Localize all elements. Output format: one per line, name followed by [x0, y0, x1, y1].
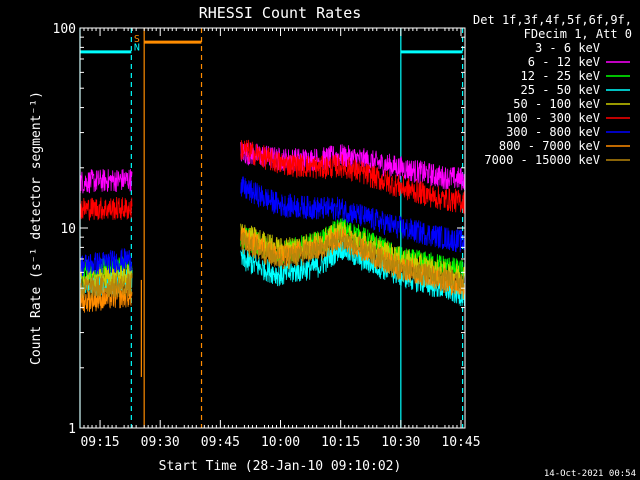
legend-label-1: 6 - 12 keV	[528, 55, 600, 69]
x-tick-label-2: 09:45	[201, 435, 240, 450]
legend-label-0: 3 - 6 keV	[535, 41, 600, 55]
legend-label-3: 25 - 50 keV	[521, 83, 600, 97]
x-tick-label-3: 10:00	[261, 435, 300, 450]
x-tick-label-5: 10:30	[381, 435, 420, 450]
legend-label-6: 300 - 800 keV	[506, 125, 600, 139]
series-8-line	[79, 228, 466, 299]
legend-label-4: 50 - 100 keV	[513, 97, 600, 111]
legend-label-2: 12 - 25 keV	[521, 69, 600, 83]
chart-title: RHESSI Count Rates	[199, 4, 362, 22]
legend-label-8: 7000 - 15000 keV	[484, 153, 600, 167]
y-tick-label-2: 100	[53, 22, 76, 37]
annotation-n: N	[134, 43, 140, 54]
y-tick-label-0: 1	[68, 422, 76, 437]
y-tick-label-1: 10	[60, 222, 76, 237]
x-tick-label-1: 09:30	[141, 435, 180, 450]
timestamp: 14-Oct-2021 00:54	[544, 469, 636, 479]
legend-header-line-1: Det 1f,3f,4f,5f,6f,9f,	[473, 13, 632, 27]
annotation-s: S	[134, 34, 140, 45]
series-5-line	[79, 139, 466, 221]
axis-ticks: 09:15 09:30 09:45 10:00 10:15 10:30 10:45 1 10 10…	[53, 22, 481, 450]
x-tick-label-4: 10:15	[321, 435, 360, 450]
y-axis-label: Count Rate (s⁻¹ detector segment⁻¹)	[29, 91, 44, 365]
x-axis-label: Start Time (28-Jan-10 09:10:02)	[159, 459, 402, 474]
x-tick-label-0: 09:15	[80, 435, 119, 450]
x-tick-label-6: 10:45	[441, 435, 480, 450]
plot-area: SN	[79, 28, 466, 428]
legend-header-line-2: FDecim 1, Att 0	[524, 27, 632, 41]
legend-label-7: 800 - 7000 keV	[499, 139, 600, 153]
series-1-line	[79, 142, 466, 194]
legend-label-5: 100 - 300 keV	[506, 111, 600, 125]
series-6-line	[79, 176, 466, 277]
